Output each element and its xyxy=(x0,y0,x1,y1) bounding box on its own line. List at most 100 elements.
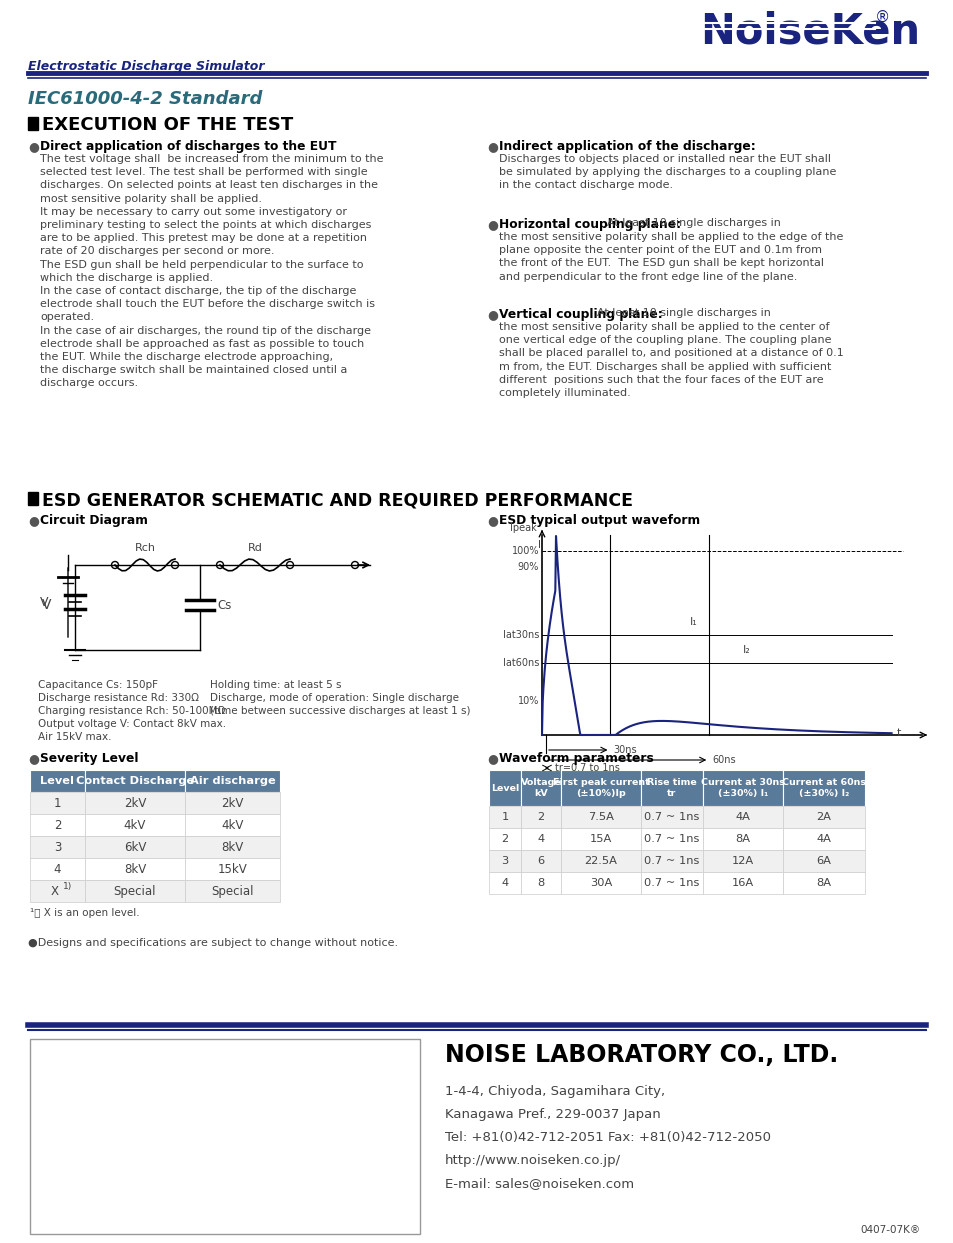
Text: m from, the EUT. Discharges shall be applied with sufficient: m from, the EUT. Discharges shall be app… xyxy=(498,362,830,372)
Bar xyxy=(560,850,640,873)
Bar xyxy=(85,880,185,902)
Text: Circuit Diagram: Circuit Diagram xyxy=(40,515,148,527)
Bar xyxy=(489,850,520,873)
Text: ●: ● xyxy=(486,308,497,321)
Text: 0.7 ~ 1ns: 0.7 ~ 1ns xyxy=(643,834,699,844)
Text: I₂: I₂ xyxy=(742,645,750,655)
Text: First peak current
(±10%)Ip: First peak current (±10%)Ip xyxy=(552,778,649,798)
Text: 1-4-4, Chiyoda, Sagamihara City,: 1-4-4, Chiyoda, Sagamihara City, xyxy=(444,1085,664,1098)
Text: V: V xyxy=(42,598,51,612)
Text: ESD typical output waveform: ESD typical output waveform xyxy=(498,515,700,527)
Text: Discharge resistance Rd: 330Ω: Discharge resistance Rd: 330Ω xyxy=(38,694,199,704)
Text: discharges. On selected points at least ten discharges in the: discharges. On selected points at least … xyxy=(40,180,377,190)
Text: 1: 1 xyxy=(53,797,61,809)
Text: 6: 6 xyxy=(537,856,544,866)
Bar xyxy=(30,1039,419,1234)
Bar xyxy=(85,858,185,880)
Text: Iat60ns: Iat60ns xyxy=(502,658,538,667)
Bar xyxy=(185,769,280,792)
Bar xyxy=(560,769,640,805)
Text: Charging resistance Rch: 50-100MΩ: Charging resistance Rch: 50-100MΩ xyxy=(38,706,225,716)
Text: Direct application of discharges to the EUT: Direct application of discharges to the … xyxy=(40,140,336,153)
Text: At least 10 single discharges in: At least 10 single discharges in xyxy=(597,308,770,318)
Bar xyxy=(640,873,702,894)
Bar xyxy=(30,837,85,858)
Text: 2: 2 xyxy=(537,812,544,822)
Text: which the discharge is applied.: which the discharge is applied. xyxy=(40,272,213,283)
Text: one vertical edge of the coupling plane. The coupling plane: one vertical edge of the coupling plane.… xyxy=(498,336,831,346)
Text: 30A: 30A xyxy=(589,878,612,888)
Text: Severity Level: Severity Level xyxy=(40,752,138,764)
Text: Rise time
tr: Rise time tr xyxy=(646,778,696,798)
Text: NOISE LABORATORY CO., LTD.: NOISE LABORATORY CO., LTD. xyxy=(444,1043,838,1066)
Bar xyxy=(30,880,85,902)
Text: Discharge, mode of operation: Single discharge: Discharge, mode of operation: Single dis… xyxy=(210,694,458,704)
Bar xyxy=(640,805,702,828)
Text: Kanagawa Pref., 229-0037 Japan: Kanagawa Pref., 229-0037 Japan xyxy=(444,1108,660,1121)
Text: 4: 4 xyxy=(53,863,61,875)
Text: 2kV: 2kV xyxy=(124,797,146,809)
Text: 2: 2 xyxy=(501,834,508,844)
Bar xyxy=(520,873,560,894)
Bar xyxy=(520,805,560,828)
Text: the most sensitive polarity shall be applied to the edge of the: the most sensitive polarity shall be app… xyxy=(498,232,842,242)
Bar xyxy=(782,873,864,894)
Text: ●: ● xyxy=(486,515,497,527)
Text: 0.7 ~ 1ns: 0.7 ~ 1ns xyxy=(643,812,699,822)
Bar xyxy=(85,837,185,858)
Bar xyxy=(30,858,85,880)
Text: the most sensitive polarity shall be applied to the center of: the most sensitive polarity shall be app… xyxy=(498,322,828,332)
Text: 8kV: 8kV xyxy=(124,863,146,875)
Text: 4kV: 4kV xyxy=(124,818,146,832)
Text: Horizontal coupling plane:: Horizontal coupling plane: xyxy=(498,218,684,231)
Text: ●: ● xyxy=(486,218,497,231)
Text: 8A: 8A xyxy=(735,834,750,844)
Text: Capacitance Cs: 150pF: Capacitance Cs: 150pF xyxy=(38,680,158,690)
Bar xyxy=(640,850,702,873)
Text: 8: 8 xyxy=(537,878,544,888)
Text: Current at 30ns
(±30%) I₁: Current at 30ns (±30%) I₁ xyxy=(700,778,784,798)
Bar xyxy=(702,873,782,894)
Text: Electrostatic Discharge Simulator: Electrostatic Discharge Simulator xyxy=(28,60,264,73)
Text: rate of 20 discharges per second or more.: rate of 20 discharges per second or more… xyxy=(40,246,274,256)
Bar xyxy=(782,805,864,828)
Bar xyxy=(28,492,38,505)
Text: Discharges to objects placed or installed near the EUT shall: Discharges to objects placed or installe… xyxy=(498,154,830,164)
Text: ESD GENERATOR SCHEMATIC AND REQUIRED PERFORMANCE: ESD GENERATOR SCHEMATIC AND REQUIRED PER… xyxy=(42,491,633,508)
Text: E-mail: sales@noiseken.com: E-mail: sales@noiseken.com xyxy=(444,1177,634,1190)
Text: I₁: I₁ xyxy=(689,617,698,626)
Text: 90%: 90% xyxy=(517,562,538,572)
Text: ®: ® xyxy=(874,10,889,25)
Text: Special: Special xyxy=(211,885,253,897)
Text: In the case of air discharges, the round tip of the discharge: In the case of air discharges, the round… xyxy=(40,326,371,336)
Bar xyxy=(185,837,280,858)
Text: ¹⧠ X is an open level.: ¹⧠ X is an open level. xyxy=(30,907,139,919)
Text: shall be placed parallel to, and positioned at a distance of 0.1: shall be placed parallel to, and positio… xyxy=(498,348,842,358)
Bar xyxy=(702,769,782,805)
Bar xyxy=(85,792,185,814)
Text: I: I xyxy=(537,539,540,549)
Bar xyxy=(30,792,85,814)
Text: 2A: 2A xyxy=(816,812,831,822)
Text: 7.5A: 7.5A xyxy=(587,812,614,822)
Bar xyxy=(85,769,185,792)
Text: Holding time: at least 5 s: Holding time: at least 5 s xyxy=(210,680,341,690)
Text: are to be applied. This pretest may be done at a repetition: are to be applied. This pretest may be d… xyxy=(40,234,367,244)
Bar xyxy=(30,769,85,792)
Text: 0407-07K®: 0407-07K® xyxy=(860,1226,920,1236)
Text: Rd: Rd xyxy=(247,543,262,553)
Text: 4A: 4A xyxy=(735,812,750,822)
Bar xyxy=(489,873,520,894)
Bar xyxy=(560,828,640,850)
Text: 22.5A: 22.5A xyxy=(584,856,617,866)
Text: the front of the EUT.  The ESD gun shall be kept horizontal: the front of the EUT. The ESD gun shall … xyxy=(498,259,823,268)
Text: 3: 3 xyxy=(53,840,61,854)
Text: V: V xyxy=(39,595,48,609)
Text: 10%: 10% xyxy=(517,696,538,706)
Text: It may be necessary to carry out some investigatory or: It may be necessary to carry out some in… xyxy=(40,206,347,216)
Bar xyxy=(560,873,640,894)
Bar xyxy=(702,805,782,828)
Text: completely illuminated.: completely illuminated. xyxy=(498,388,630,398)
Text: 15kV: 15kV xyxy=(217,863,247,875)
Text: 4: 4 xyxy=(501,878,508,888)
